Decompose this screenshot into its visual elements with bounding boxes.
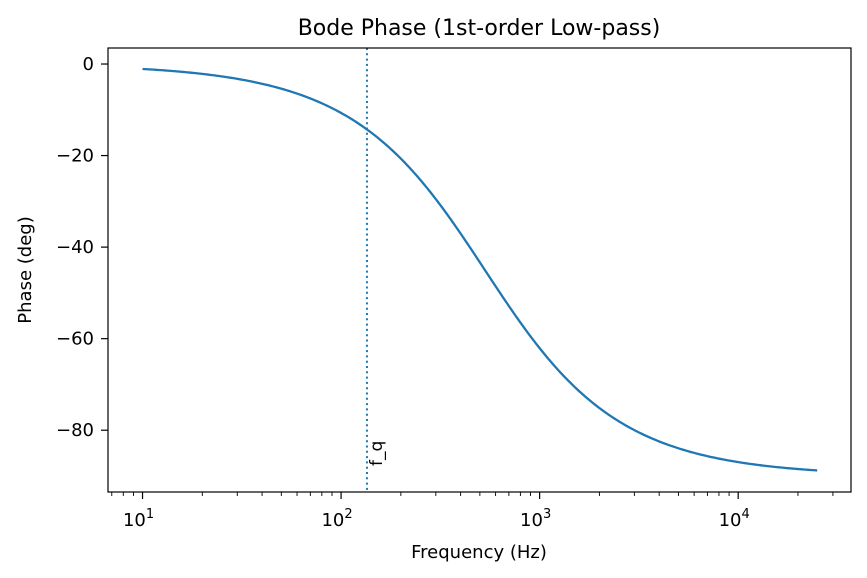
plot-area: f_q <box>142 48 818 492</box>
phase-curve-line <box>142 67 818 472</box>
x-tick-label: 101 <box>123 507 154 531</box>
x-tick-label: 103 <box>520 507 551 531</box>
x-axis-title: Frequency (Hz) <box>411 542 547 563</box>
x-tick-label: 104 <box>719 507 750 531</box>
chart-title: Bode Phase (1st-order Low-pass) <box>298 16 661 41</box>
y-axis-ticks: 0 −20 −40 −60 −80 <box>56 54 108 441</box>
f-q-marker-label: f_q <box>367 441 387 466</box>
y-tick-label: −80 <box>56 420 94 441</box>
y-axis-title: Phase (deg) <box>15 216 36 323</box>
y-tick-label: 0 <box>83 54 94 75</box>
y-tick-label: −20 <box>56 146 94 167</box>
x-tick-label: 102 <box>321 507 352 531</box>
y-tick-label: −60 <box>56 329 94 350</box>
x-axis-ticks: 101 102 103 104 <box>111 492 834 531</box>
y-tick-label: −40 <box>56 237 94 258</box>
